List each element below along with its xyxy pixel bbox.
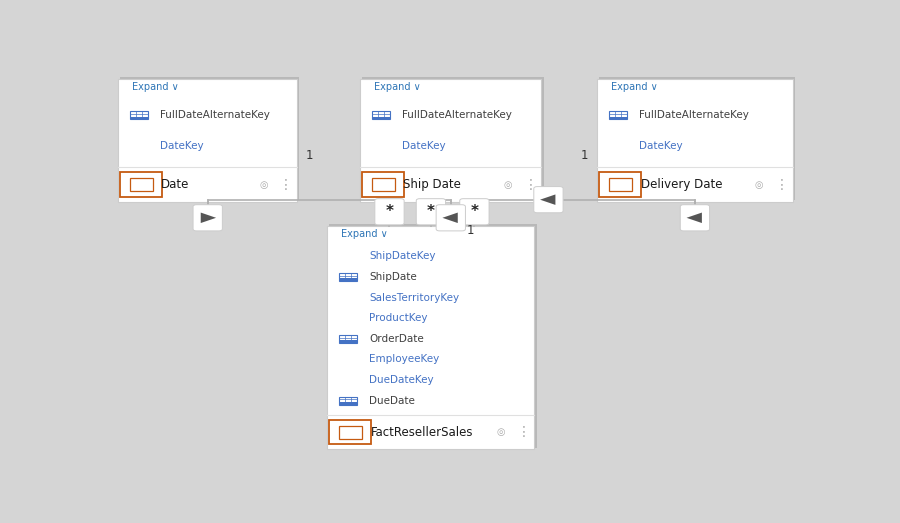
FancyBboxPatch shape: [339, 273, 357, 281]
Polygon shape: [687, 212, 702, 223]
Text: ⋮: ⋮: [524, 178, 537, 191]
Text: *: *: [427, 204, 435, 219]
FancyBboxPatch shape: [608, 178, 632, 191]
Text: DateKey: DateKey: [160, 141, 203, 151]
Text: FullDateAlternateKey: FullDateAlternateKey: [639, 110, 749, 120]
Text: 1: 1: [581, 149, 589, 162]
Text: ◎: ◎: [497, 427, 505, 437]
Text: Expand ∨: Expand ∨: [341, 229, 388, 239]
Text: Expand ∨: Expand ∨: [611, 82, 658, 92]
Text: ⋮: ⋮: [775, 178, 788, 191]
Text: FullDateAlternateKey: FullDateAlternateKey: [160, 110, 270, 120]
FancyBboxPatch shape: [338, 426, 362, 439]
FancyBboxPatch shape: [609, 111, 627, 119]
Polygon shape: [540, 195, 555, 205]
FancyBboxPatch shape: [372, 111, 390, 119]
Text: SalesTerritoryKey: SalesTerritoryKey: [369, 292, 459, 303]
FancyBboxPatch shape: [360, 79, 542, 202]
FancyBboxPatch shape: [329, 224, 536, 448]
FancyBboxPatch shape: [680, 204, 709, 231]
Text: Date: Date: [161, 178, 190, 191]
FancyBboxPatch shape: [599, 77, 795, 200]
Text: ShipDate: ShipDate: [369, 272, 417, 282]
Text: ◎: ◎: [259, 179, 268, 189]
Text: DueDateKey: DueDateKey: [369, 375, 434, 385]
Text: Delivery Date: Delivery Date: [641, 178, 722, 191]
FancyBboxPatch shape: [121, 77, 300, 200]
Text: FullDateAlternateKey: FullDateAlternateKey: [402, 110, 512, 120]
FancyBboxPatch shape: [339, 397, 357, 405]
FancyBboxPatch shape: [130, 117, 148, 119]
Text: *: *: [471, 204, 479, 219]
FancyBboxPatch shape: [362, 77, 544, 200]
Text: DateKey: DateKey: [402, 141, 446, 151]
FancyBboxPatch shape: [460, 199, 489, 225]
FancyBboxPatch shape: [598, 79, 793, 202]
FancyBboxPatch shape: [534, 187, 563, 213]
FancyBboxPatch shape: [609, 117, 627, 119]
Polygon shape: [443, 212, 458, 223]
FancyBboxPatch shape: [121, 173, 162, 197]
Polygon shape: [201, 212, 216, 223]
Text: OrderDate: OrderDate: [369, 334, 424, 344]
Text: 1: 1: [306, 149, 313, 162]
FancyBboxPatch shape: [417, 199, 446, 225]
Text: Ship Date: Ship Date: [403, 178, 461, 191]
Text: ◎: ◎: [504, 179, 512, 189]
FancyBboxPatch shape: [339, 278, 357, 281]
Text: ⋮: ⋮: [279, 178, 293, 191]
Text: FactResellerSales: FactResellerSales: [371, 426, 473, 439]
FancyBboxPatch shape: [436, 204, 465, 231]
FancyBboxPatch shape: [194, 204, 222, 231]
Text: EmployeeKey: EmployeeKey: [369, 355, 439, 365]
Text: *: *: [385, 204, 393, 219]
FancyBboxPatch shape: [362, 173, 404, 197]
Text: Expand ∨: Expand ∨: [132, 82, 179, 92]
FancyBboxPatch shape: [118, 79, 297, 202]
Text: 1: 1: [466, 224, 474, 237]
Text: Expand ∨: Expand ∨: [374, 82, 421, 92]
FancyBboxPatch shape: [130, 178, 153, 191]
FancyBboxPatch shape: [329, 420, 372, 445]
Text: ⋮: ⋮: [517, 425, 530, 439]
FancyBboxPatch shape: [339, 402, 357, 405]
FancyBboxPatch shape: [130, 111, 148, 119]
Text: DateKey: DateKey: [639, 141, 683, 151]
FancyBboxPatch shape: [372, 178, 394, 191]
FancyBboxPatch shape: [372, 117, 390, 119]
Text: ShipDateKey: ShipDateKey: [369, 252, 436, 262]
Text: ◎: ◎: [755, 179, 763, 189]
Text: DueDate: DueDate: [369, 396, 415, 406]
FancyBboxPatch shape: [328, 226, 535, 449]
FancyBboxPatch shape: [339, 340, 357, 343]
FancyBboxPatch shape: [374, 199, 404, 225]
Text: ProductKey: ProductKey: [369, 313, 428, 323]
FancyBboxPatch shape: [339, 335, 357, 343]
FancyBboxPatch shape: [599, 173, 641, 197]
